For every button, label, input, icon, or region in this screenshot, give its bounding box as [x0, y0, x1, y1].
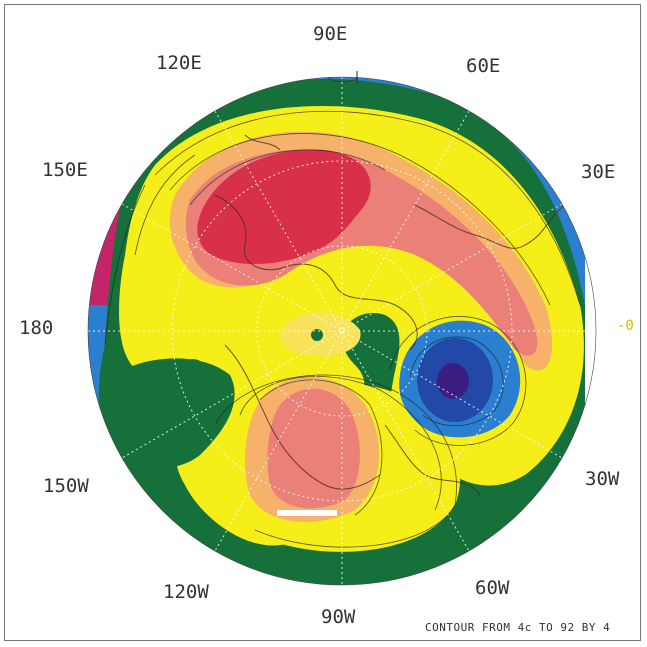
label-120w: 120W: [163, 581, 209, 603]
label-90e: 90E: [313, 23, 348, 45]
map-outline: [87, 76, 597, 586]
red-region-north: [197, 149, 371, 265]
white-edge-region: [585, 77, 596, 585]
contour-fill-group: [88, 77, 596, 585]
coastline-overlay: [214, 77, 566, 496]
label-60w: 60W: [475, 577, 510, 599]
label-150e: 150E: [42, 159, 88, 181]
label-30e: 30E: [581, 161, 616, 183]
center-dot: [311, 329, 323, 341]
polar-contour-map: [87, 71, 597, 586]
white-scale-bar: [277, 510, 337, 516]
purple-center: [437, 363, 469, 399]
label-150w: 150W: [43, 475, 89, 497]
salmon-region-south: [267, 388, 360, 509]
label-120e: 120E: [156, 52, 202, 74]
label-30w: 30W: [585, 468, 620, 490]
graticule: [88, 77, 596, 585]
contour-lines: [104, 110, 581, 548]
green-west-lobe: [98, 358, 235, 469]
contour-footer: CONTOUR FROM 4c TO 92 BY 4: [425, 621, 611, 634]
label-60e: 60E: [466, 55, 501, 77]
label-zero: -0: [617, 318, 634, 334]
map-frame: 90E 120E 60E 150E 30E 180 -0 150W 30W 12…: [4, 4, 641, 641]
label-180: 180: [19, 317, 54, 339]
label-90w: 90W: [321, 606, 356, 628]
